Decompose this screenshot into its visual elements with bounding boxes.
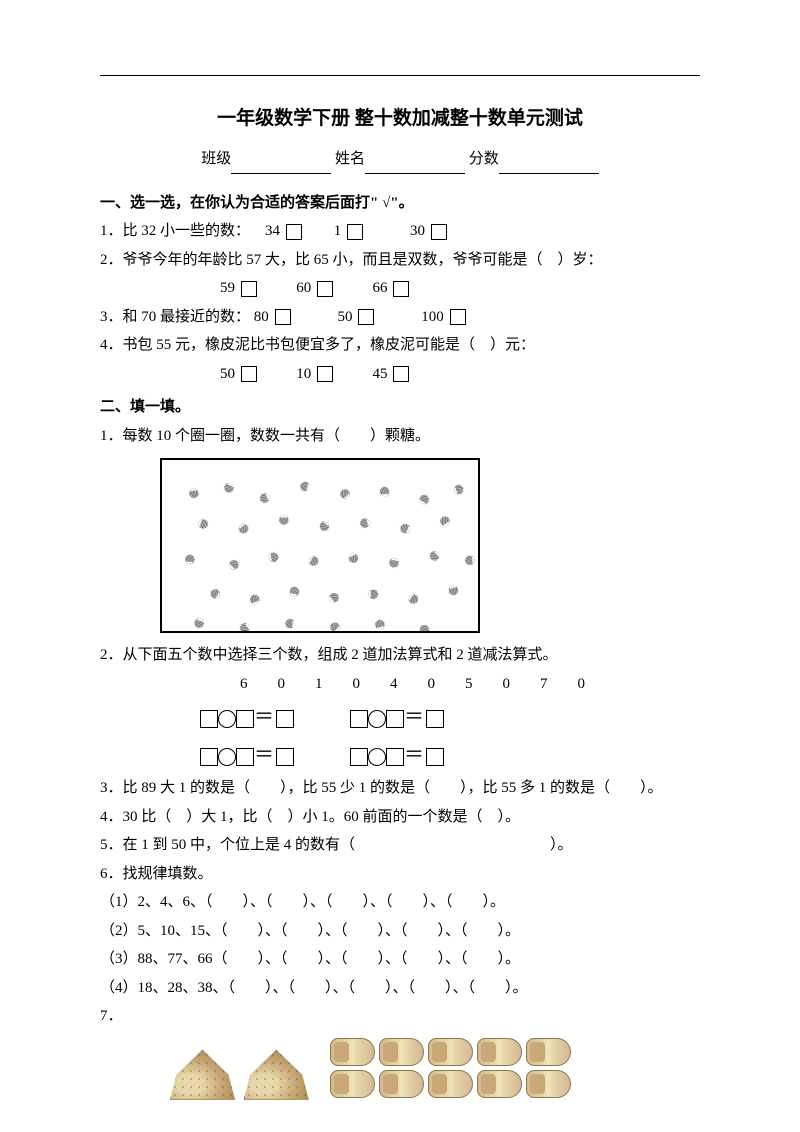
food-item [477, 1038, 522, 1066]
food-item [330, 1038, 375, 1066]
eq-blank[interactable] [236, 748, 254, 766]
eq-blank[interactable] [200, 748, 218, 766]
food-illustration [170, 1036, 700, 1100]
eq-blank[interactable] [276, 710, 294, 728]
candy-icon: 🍬 [275, 569, 314, 614]
s2-q1: 1．每数 10 个圈一圈，数数一共有（ ）颗糖。 [100, 422, 700, 451]
food-item [379, 1038, 424, 1066]
checkbox[interactable] [393, 281, 409, 297]
class-label: 班级 [201, 151, 231, 167]
checkbox[interactable] [241, 281, 257, 297]
eq-op[interactable] [218, 710, 236, 728]
s2-q3: 3．比 89 大 1 的数是（ ），比 55 少 1 的数是（ ），比 55 多… [100, 774, 700, 803]
checkbox[interactable] [275, 309, 291, 325]
eq-op[interactable] [218, 748, 236, 766]
candy-icon: 🍬 [182, 505, 227, 544]
checkbox[interactable] [241, 366, 257, 382]
page-top-rule [100, 75, 700, 76]
candy-icon: 🍬 [269, 500, 300, 542]
food-item [379, 1070, 424, 1098]
s2-q2-nums: 6010405070 [240, 670, 700, 699]
food-item [526, 1038, 571, 1066]
candy-icon: 🍬 [282, 469, 326, 506]
candy-icon: 🍬 [344, 510, 384, 539]
candy-icon: 🍬 [268, 607, 311, 633]
eq-row-2: ＝ ＝ [200, 736, 700, 774]
candy-icon: 🍬 [337, 537, 372, 581]
section1-title: 一、选一选，在你认为合适的答案后面打" √"。 [100, 189, 700, 218]
checkbox[interactable] [286, 224, 302, 240]
score-label: 分数 [469, 151, 499, 167]
candy-icon: 🍬 [212, 543, 257, 586]
candy-icon: 🍬 [450, 547, 480, 574]
s2-q6-title: 6．找规律填数。 [100, 860, 700, 889]
eq-blank[interactable] [236, 710, 254, 728]
eq-blank[interactable] [200, 710, 218, 728]
name-label: 姓名 [335, 151, 365, 167]
name-blank[interactable] [365, 156, 465, 174]
candy-icon: 🍬 [173, 538, 207, 581]
checkbox[interactable] [347, 224, 363, 240]
candy-icon: 🍬 [255, 544, 293, 570]
info-line: 班级 姓名 分数 [100, 145, 700, 174]
checkbox[interactable] [317, 281, 333, 297]
food-item [477, 1070, 522, 1098]
s2-q5: 5．在 1 到 50 中，个位上是 4 的数有（ ）。 [100, 831, 700, 860]
s1-q3: 3．和 70 最接近的数： 80 50 100 [100, 303, 700, 332]
eq-blank[interactable] [350, 710, 368, 728]
class-blank[interactable] [231, 156, 331, 174]
eq-row-1: ＝ ＝ [200, 698, 700, 736]
candy-icon: 🍬 [440, 571, 469, 612]
eq-blank[interactable] [426, 710, 444, 728]
checkbox[interactable] [431, 224, 447, 240]
food-pile [244, 1045, 314, 1100]
food-item [428, 1038, 473, 1066]
eq-op[interactable] [368, 710, 386, 728]
s2-q2: 2．从下面五个数中选择三个数，组成 2 道加法算式和 2 道减法算式。 [100, 641, 700, 670]
eq-blank[interactable] [276, 748, 294, 766]
s2-q4: 4．30 比（ ）大 1，比（ ）小 1。60 前面的一个数是（ ）。 [100, 803, 700, 832]
checkbox[interactable] [317, 366, 333, 382]
s2-q6-r2: （2）5、10、15、（ ）、（ ）、（ ）、（ ）、（ ）。 [100, 917, 700, 946]
s2-q6-r4: （4）18、28、38、（ ）、（ ）、（ ）、（ ）、（ ）。 [100, 974, 700, 1003]
checkbox[interactable] [358, 309, 374, 325]
food-item [526, 1070, 571, 1098]
checkbox[interactable] [450, 309, 466, 325]
eq-blank[interactable] [386, 748, 404, 766]
candy-icon: 🍬 [208, 466, 251, 511]
s1-q2: 2．爷爷今年的年龄比 57 大，比 65 小，而且是双数，爷爷可能是（ ）岁： [100, 246, 700, 275]
score-blank[interactable] [499, 156, 599, 174]
checkbox[interactable] [393, 366, 409, 382]
candy-icon: 🍬 [366, 605, 392, 633]
s2-q6-r1: （1）2、4、6、（ ）、（ ）、（ ）、（ ）、（ ）。 [100, 888, 700, 917]
s1-q1: 1．比 32 小一些的数： 34 1 30 [100, 217, 700, 246]
candy-box: 🍬🍬🍬🍬🍬🍬🍬🍬🍬🍬🍬🍬🍬🍬🍬🍬🍬🍬🍬🍬🍬🍬🍬🍬🍬🍬🍬🍬🍬🍬🍬🍬🍬🍬🍬🍬 [160, 458, 480, 633]
s1-q2-opts: 59 60 66 [220, 274, 700, 303]
eq-blank[interactable] [426, 748, 444, 766]
s1-q4: 4．书包 55 元，橡皮泥比书包便宜多了，橡皮泥可能是（ ）元： [100, 331, 700, 360]
s2-q6-r3: （3）88、77、66（ ）、（ ）、（ ）、（ ）、（ ）。 [100, 945, 700, 974]
s1-q4-opts: 50 10 45 [220, 360, 700, 389]
eq-op[interactable] [368, 748, 386, 766]
food-item [330, 1070, 375, 1098]
eq-blank[interactable] [350, 748, 368, 766]
s2-q7: 7． [100, 1002, 700, 1031]
eq-blank[interactable] [386, 710, 404, 728]
candy-icon: 🍬 [370, 471, 398, 511]
food-grid [328, 1036, 573, 1100]
food-item [428, 1070, 473, 1098]
section2-title: 二、填一填。 [100, 393, 700, 422]
page-title: 一年级数学下册 整十数加减整十数单元测试 [100, 101, 700, 137]
food-pile [170, 1045, 240, 1100]
